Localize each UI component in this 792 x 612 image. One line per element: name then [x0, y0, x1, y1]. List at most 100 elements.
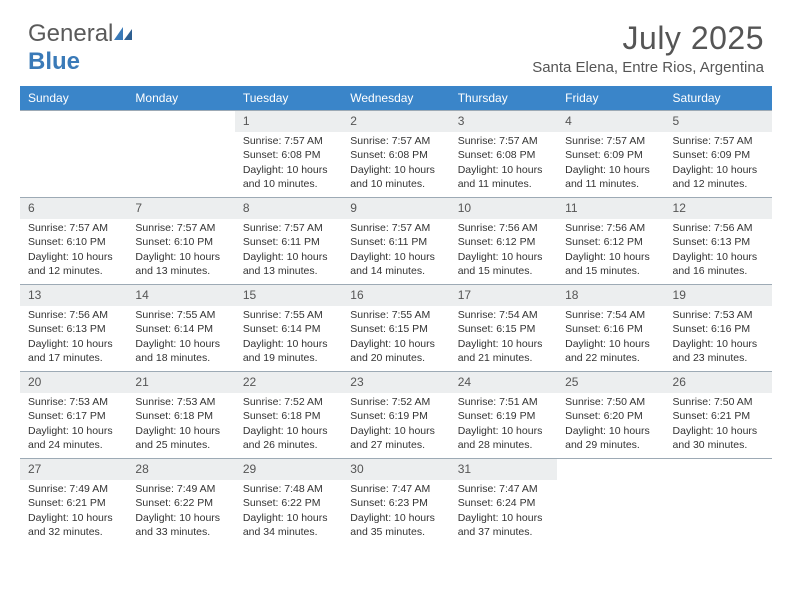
sunrise-line: Sunrise: 7:57 AM [243, 221, 334, 235]
sunrise-line: Sunrise: 7:54 AM [458, 308, 549, 322]
daylight-line: Daylight: 10 hours and 12 minutes. [673, 163, 764, 191]
day-number: 24 [450, 372, 557, 393]
day-cell: 22Sunrise: 7:52 AMSunset: 6:18 PMDayligh… [235, 372, 342, 458]
day-cell: 3 Sunrise: 7:57 AMSunset: 6:08 PMDaylight… [450, 111, 557, 197]
day-header: Wednesday [342, 86, 449, 110]
sunset-line: Sunset: 6:08 PM [458, 148, 549, 162]
day-body: Sunrise: 7:54 AMSunset: 6:15 PMDaylight:… [450, 306, 557, 369]
day-cell: 16Sunrise: 7:55 AMSunset: 6:15 PMDayligh… [342, 285, 449, 371]
day-body: Sunrise: 7:54 AMSunset: 6:16 PMDaylight:… [557, 306, 664, 369]
day-cell: 9Sunrise: 7:57 AMSunset: 6:11 PMDaylight… [342, 198, 449, 284]
daylight-line: Daylight: 10 hours and 34 minutes. [243, 511, 334, 539]
daylight-line: Daylight: 10 hours and 17 minutes. [28, 337, 119, 365]
sunset-line: Sunset: 6:22 PM [243, 496, 334, 510]
logo-text: GeneralBlue [28, 20, 135, 76]
daylight-line: Daylight: 10 hours and 28 minutes. [458, 424, 549, 452]
sunset-line: Sunset: 6:13 PM [28, 322, 119, 336]
day-number: 20 [20, 372, 127, 393]
day-body: Sunrise: 7:57 AMSunset: 6:08 PMDaylight:… [235, 132, 342, 195]
day-body: Sunrise: 7:51 AMSunset: 6:19 PMDaylight:… [450, 393, 557, 456]
day-number: 12 [665, 198, 772, 219]
sunset-line: Sunset: 6:08 PM [350, 148, 441, 162]
day-body: Sunrise: 7:50 AMSunset: 6:21 PMDaylight:… [665, 393, 772, 456]
day-number: 13 [20, 285, 127, 306]
day-header: Monday [127, 86, 234, 110]
daylight-line: Daylight: 10 hours and 11 minutes. [458, 163, 549, 191]
daylight-line: Daylight: 10 hours and 15 minutes. [458, 250, 549, 278]
day-body: Sunrise: 7:56 AMSunset: 6:13 PMDaylight:… [20, 306, 127, 369]
daylight-line: Daylight: 10 hours and 13 minutes. [243, 250, 334, 278]
day-body: Sunrise: 7:50 AMSunset: 6:20 PMDaylight:… [557, 393, 664, 456]
day-body: Sunrise: 7:49 AMSunset: 6:21 PMDaylight:… [20, 480, 127, 543]
sunset-line: Sunset: 6:21 PM [28, 496, 119, 510]
week-row: 13Sunrise: 7:56 AMSunset: 6:13 PMDayligh… [20, 284, 772, 371]
sunset-line: Sunset: 6:08 PM [243, 148, 334, 162]
weeks-container: 1Sunrise: 7:57 AMSunset: 6:08 PMDaylight… [20, 110, 772, 545]
day-number: 25 [557, 372, 664, 393]
day-cell: 14Sunrise: 7:55 AMSunset: 6:14 PMDayligh… [127, 285, 234, 371]
day-body: Sunrise: 7:56 AMSunset: 6:13 PMDaylight:… [665, 219, 772, 282]
day-header: Tuesday [235, 86, 342, 110]
daylight-line: Daylight: 10 hours and 32 minutes. [28, 511, 119, 539]
day-number: 9 [342, 198, 449, 219]
day-cell: 15Sunrise: 7:55 AMSunset: 6:14 PMDayligh… [235, 285, 342, 371]
day-number: 30 [342, 459, 449, 480]
sunset-line: Sunset: 6:14 PM [243, 322, 334, 336]
sunrise-line: Sunrise: 7:52 AM [243, 395, 334, 409]
daylight-line: Daylight: 10 hours and 18 minutes. [135, 337, 226, 365]
sunset-line: Sunset: 6:15 PM [458, 322, 549, 336]
sunrise-line: Sunrise: 7:54 AM [565, 308, 656, 322]
sunrise-line: Sunrise: 7:57 AM [458, 134, 549, 148]
week-row: 27Sunrise: 7:49 AMSunset: 6:21 PMDayligh… [20, 458, 772, 545]
daylight-line: Daylight: 10 hours and 15 minutes. [565, 250, 656, 278]
day-body: Sunrise: 7:55 AMSunset: 6:15 PMDaylight:… [342, 306, 449, 369]
day-body: Sunrise: 7:52 AMSunset: 6:18 PMDaylight:… [235, 393, 342, 456]
daylight-line: Daylight: 10 hours and 16 minutes. [673, 250, 764, 278]
day-number: 16 [342, 285, 449, 306]
day-number: 27 [20, 459, 127, 480]
sunset-line: Sunset: 6:14 PM [135, 322, 226, 336]
day-body: Sunrise: 7:57 AMSunset: 6:09 PMDaylight:… [665, 132, 772, 195]
daylight-line: Daylight: 10 hours and 37 minutes. [458, 511, 549, 539]
day-number: 29 [235, 459, 342, 480]
day-cell: 17Sunrise: 7:54 AMSunset: 6:15 PMDayligh… [450, 285, 557, 371]
sunrise-line: Sunrise: 7:53 AM [673, 308, 764, 322]
day-body: Sunrise: 7:57 AMSunset: 6:09 PMDaylight:… [557, 132, 664, 195]
sunset-line: Sunset: 6:15 PM [350, 322, 441, 336]
sunset-line: Sunset: 6:11 PM [350, 235, 441, 249]
sunset-line: Sunset: 6:09 PM [673, 148, 764, 162]
daylight-line: Daylight: 10 hours and 14 minutes. [350, 250, 441, 278]
day-number: 19 [665, 285, 772, 306]
logo-icon [113, 20, 135, 48]
sunset-line: Sunset: 6:17 PM [28, 409, 119, 423]
day-header: Sunday [20, 86, 127, 110]
day-body: Sunrise: 7:57 AMSunset: 6:11 PMDaylight:… [342, 219, 449, 282]
day-number: 15 [235, 285, 342, 306]
day-number: 3 [450, 111, 557, 132]
daylight-line: Daylight: 10 hours and 10 minutes. [243, 163, 334, 191]
day-number: 11 [557, 198, 664, 219]
sunrise-line: Sunrise: 7:51 AM [458, 395, 549, 409]
day-cell: 10Sunrise: 7:56 AMSunset: 6:12 PMDayligh… [450, 198, 557, 284]
empty-cell [665, 459, 772, 545]
sunrise-line: Sunrise: 7:56 AM [673, 221, 764, 235]
sunrise-line: Sunrise: 7:52 AM [350, 395, 441, 409]
sunset-line: Sunset: 6:10 PM [28, 235, 119, 249]
sunrise-line: Sunrise: 7:57 AM [350, 134, 441, 148]
sunset-line: Sunset: 6:16 PM [565, 322, 656, 336]
sunrise-line: Sunrise: 7:57 AM [350, 221, 441, 235]
daylight-line: Daylight: 10 hours and 21 minutes. [458, 337, 549, 365]
daylight-line: Daylight: 10 hours and 23 minutes. [673, 337, 764, 365]
daylight-line: Daylight: 10 hours and 26 minutes. [243, 424, 334, 452]
daylight-line: Daylight: 10 hours and 10 minutes. [350, 163, 441, 191]
day-number: 26 [665, 372, 772, 393]
day-number: 14 [127, 285, 234, 306]
daylight-line: Daylight: 10 hours and 27 minutes. [350, 424, 441, 452]
day-cell: 13Sunrise: 7:56 AMSunset: 6:13 PMDayligh… [20, 285, 127, 371]
sunset-line: Sunset: 6:18 PM [135, 409, 226, 423]
day-body: Sunrise: 7:53 AMSunset: 6:18 PMDaylight:… [127, 393, 234, 456]
sunset-line: Sunset: 6:10 PM [135, 235, 226, 249]
sunset-line: Sunset: 6:24 PM [458, 496, 549, 510]
daylight-line: Daylight: 10 hours and 13 minutes. [135, 250, 226, 278]
day-header: Thursday [450, 86, 557, 110]
